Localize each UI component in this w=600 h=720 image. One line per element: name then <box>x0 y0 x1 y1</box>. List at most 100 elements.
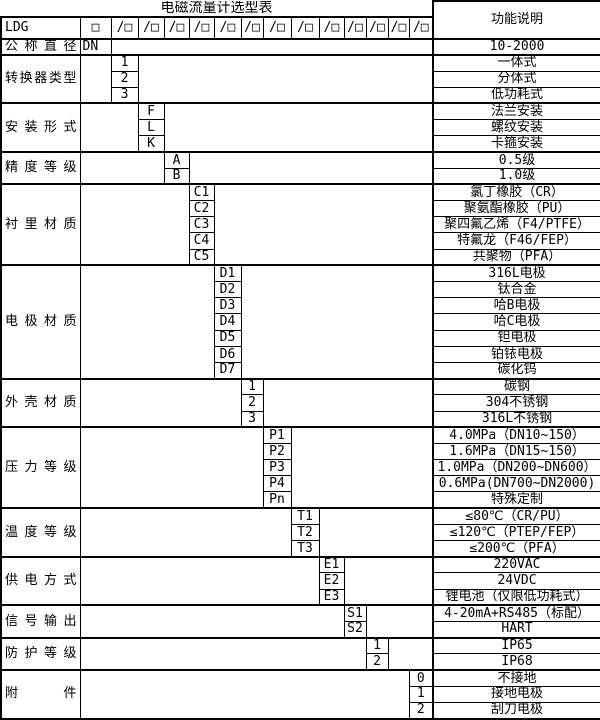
spacer <box>290 426 434 509</box>
desc-cell: 特殊定制 <box>432 491 600 509</box>
desc-cell: 钽电极 <box>432 329 600 347</box>
model-box: □ <box>79 15 112 40</box>
desc-cell: 4.0MPa（DN10~150） <box>432 426 600 444</box>
desc-cell: 聚氨酯橡胶（PU） <box>432 200 600 218</box>
spacer <box>240 264 434 380</box>
code-cell: D5 <box>213 329 242 347</box>
desc-cell: 锂电池（仅限低功耗式） <box>432 588 600 606</box>
code-box: /□ <box>213 15 242 40</box>
desc-cell: ≤200℃（PFA） <box>432 539 600 558</box>
desc-cell: 碳化钨 <box>432 361 600 380</box>
desc-cell: 氯丁橡胶（CR） <box>432 183 600 202</box>
table-row: 信号输出 S1 4-20mA+RS485（标配） <box>0 604 600 639</box>
table-row: P3 1.0MPa（DN200~DN600） <box>1 459 600 477</box>
table-row: 电极材质 D1 316L电极 <box>0 264 600 380</box>
function-desc-header: 功能说明 <box>432 0 600 40</box>
code-cell: D3 <box>213 297 242 315</box>
model-prefix: LDG <box>0 15 81 40</box>
code-cell: C2 <box>188 200 215 218</box>
table-row: 公称直径 DN 10-2000 <box>0 37 600 56</box>
table-row: 安装形式 F 法兰安装 <box>0 102 600 153</box>
section-label: 转换器类型 <box>0 53 81 104</box>
code-cell: S2 <box>343 620 367 639</box>
code-cell: 1 <box>408 685 434 703</box>
desc-cell: 24VDC <box>432 572 600 590</box>
code-cell: E1 <box>318 555 345 574</box>
code-cell: T1 <box>290 507 320 525</box>
table-row: K 卡箍安装 <box>1 135 600 153</box>
spacer <box>318 507 434 558</box>
table-row: 1 接地电极 <box>1 685 600 703</box>
code-cell: 1 <box>365 636 389 655</box>
code-cell: D4 <box>213 313 242 331</box>
desc-cell: 10-2000 <box>432 37 600 56</box>
desc-cell: 哈B电极 <box>432 297 600 315</box>
section-label: 附件 <box>0 669 81 720</box>
code-box: /□ <box>262 15 292 40</box>
desc-cell: 碳钢 <box>432 377 600 396</box>
code-cell: D1 <box>213 264 242 283</box>
code-cell: 1 <box>110 53 139 72</box>
section-label: 衬里材质 <box>0 183 81 266</box>
desc-cell: 特氟龙（F46/FEP） <box>432 232 600 250</box>
desc-cell: 法兰安装 <box>432 102 600 121</box>
code-cell: T2 <box>290 523 320 542</box>
spacer <box>262 377 434 428</box>
table-row: 外壳材质 1 碳钢 <box>0 377 600 428</box>
table-row: 2 IP68 <box>1 653 600 671</box>
code-cell: B <box>163 167 190 185</box>
spacer <box>79 183 190 266</box>
table-row: D5 钽电极 <box>1 329 600 347</box>
desc-cell: 刮刀电极 <box>432 701 600 720</box>
code-cell: E3 <box>318 588 345 606</box>
desc-cell: 哈C电极 <box>432 313 600 331</box>
code-cell: C4 <box>188 232 215 250</box>
code-cell: K <box>137 135 165 153</box>
table-row: 附件 0 不接地 <box>0 668 600 720</box>
desc-cell: IP65 <box>432 636 600 655</box>
code-box: /□ <box>343 15 367 40</box>
section-label: 安装形式 <box>0 102 81 153</box>
code-cell: C3 <box>188 216 215 234</box>
code-box: /□ <box>137 15 165 40</box>
desc-cell: 螺纹安装 <box>432 119 600 137</box>
code-box: /□ <box>240 15 264 40</box>
code-cell: F <box>137 102 165 121</box>
desc-cell: HART <box>432 620 600 639</box>
spacer <box>79 377 242 428</box>
code-cell: 2 <box>110 70 139 88</box>
table-row: 防护等级 1 IP65 <box>0 636 600 671</box>
code-cell: 1 <box>240 377 264 396</box>
section-label: 电极材质 <box>0 264 81 380</box>
desc-cell: 316L电极 <box>432 264 600 283</box>
spacer <box>79 636 367 671</box>
code-cell: E2 <box>318 572 345 590</box>
table-row: 3 低功耗式 <box>1 86 600 104</box>
table-row: 温度等级 T1 ≤80℃（CR/PU） <box>0 507 600 558</box>
code-cell: Pn <box>262 491 292 509</box>
desc-cell: 铂铱电极 <box>432 345 600 363</box>
desc-cell: 聚四氟乙烯（F4/PTFE） <box>432 216 600 234</box>
spacer <box>79 264 215 380</box>
spacer <box>137 53 434 104</box>
table-row: 供电方式 E1 220VAC <box>0 555 600 606</box>
code-cell: D6 <box>213 345 242 363</box>
table-row: 衬里材质 C1 氯丁橡胶（CR） <box>0 183 600 266</box>
spacer <box>163 102 434 153</box>
desc-cell: 共聚物（PFA） <box>432 248 600 266</box>
spacer <box>79 150 165 185</box>
desc-cell: 接地电极 <box>432 685 600 703</box>
desc-cell: 钛合金 <box>432 280 600 299</box>
code-cell: 3 <box>110 86 139 104</box>
page-title: 电磁流量计选型表 <box>160 1 273 16</box>
code-box: /□ <box>408 15 434 40</box>
spacer <box>79 507 292 558</box>
desc-cell: 不接地 <box>432 668 600 687</box>
code-box: /□ <box>188 15 215 40</box>
section-label: 压力等级 <box>0 426 81 509</box>
spacer <box>365 604 434 639</box>
desc-cell: 0.6MPa(DN700~DN2000) <box>432 475 600 493</box>
code-cell: 2 <box>365 653 389 671</box>
code-cell: D7 <box>213 361 242 380</box>
code-cell: 2 <box>408 701 434 720</box>
